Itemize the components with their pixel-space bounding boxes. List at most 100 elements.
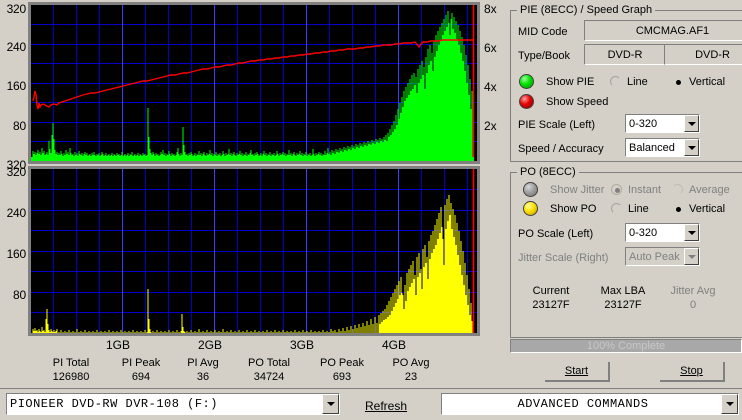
po-vertical-label[interactable]: Vertical (689, 203, 726, 215)
mid-code-field: CMCMAG.AF1 (584, 20, 742, 41)
stat-value-pi-avg: 36 (196, 371, 210, 383)
jitter-avg-value: 0 (689, 299, 697, 311)
drive-select-combo[interactable]: PIONEER DVD-RW DVR-108 (F:) (6, 393, 340, 415)
show-jitter-label: Show Jitter (550, 184, 605, 196)
show-po-label[interactable]: Show PO (550, 203, 597, 215)
stat-header-pi-total: PI Total (52, 357, 90, 369)
stat-value-pi-total: 126980 (52, 371, 90, 383)
po-axis-label-160: 160 (6, 247, 27, 261)
jitter-scale-combo: Auto Peak (625, 247, 700, 266)
po-scale-combo[interactable]: 0-320 (625, 223, 700, 242)
speed-accuracy-label: Speed / Accuracy (518, 143, 604, 155)
speed-accuracy-value: Balanced (629, 141, 675, 154)
jitter-instant-radio-dot (615, 188, 620, 193)
po-scale-value: 0-320 (629, 226, 658, 239)
stop-button[interactable]: Stop (660, 362, 725, 382)
show-speed-label[interactable]: Show Speed (546, 96, 609, 108)
stat-value-po-total: 34724 (253, 371, 285, 383)
show-jitter-led (523, 182, 538, 197)
drive-select-chevron-down-icon[interactable] (322, 394, 339, 414)
mid-code-label: MID Code (518, 26, 568, 38)
x-axis-label-4gb: 4GB (381, 338, 406, 352)
current-label: Current (532, 285, 570, 297)
show-speed-led[interactable] (519, 94, 534, 109)
bottom-divider (0, 388, 742, 389)
po-scale-label: PO Scale (Left) (518, 228, 594, 240)
pie-axis-label-320-bottom: 320 (6, 158, 27, 172)
po-groupbox: PO (8ECC) (510, 166, 742, 338)
speed-accuracy-chevron-down-icon[interactable] (684, 139, 699, 156)
stat-header-pi-peak: PI Peak (121, 357, 161, 369)
pie-axis-label-160: 160 (6, 79, 27, 93)
stat-value-po-avg: 23 (404, 371, 418, 383)
jitter-instant-radio (611, 184, 622, 195)
progress-bar: 100% Complete (510, 339, 742, 353)
pie-axis-label-240: 240 (6, 40, 27, 54)
po-line-radio[interactable] (611, 203, 622, 214)
pie-vertical-label[interactable]: Vertical (689, 76, 726, 88)
pie-speed-groupbox-legend: PIE (8ECC) / Speed Graph (517, 4, 656, 16)
pie-scale-value: 0-320 (629, 117, 658, 130)
jitter-average-radio (672, 184, 683, 195)
start-button[interactable]: Start (545, 362, 610, 382)
pie-graph-svg (31, 5, 477, 161)
refresh-button[interactable]: Refresh (365, 399, 407, 413)
x-axis-label-3gb: 3GB (289, 338, 314, 352)
po-graph-frame (28, 166, 480, 336)
jitter-scale-chevron-down-icon (684, 248, 699, 265)
pie-line-label[interactable]: Line (627, 76, 648, 88)
stat-value-pi-peak: 694 (131, 371, 151, 383)
pie-scale-chevron-down-icon[interactable] (684, 115, 699, 132)
progress-text: 100% Complete (586, 340, 666, 352)
po-axis-label-80: 80 (13, 288, 26, 302)
stop-button-label: Stop (680, 365, 703, 377)
show-pie-label[interactable]: Show PIE (546, 76, 595, 88)
stat-header-po-peak: PO Peak (319, 357, 365, 369)
pie-vertical-radio-dot (676, 80, 681, 85)
pie-vertical-radio[interactable] (672, 76, 683, 87)
po-axis-label-240: 240 (6, 206, 27, 220)
stat-value-po-peak: 693 (332, 371, 352, 383)
type-book-label: Type/Book (518, 50, 570, 62)
advanced-commands-combo[interactable]: ADVANCED COMMANDS (441, 393, 739, 415)
jitter-avg-label: Jitter Avg (670, 285, 716, 297)
book-value: DVD-R (695, 48, 730, 61)
pie-scale-combo[interactable]: 0-320 (625, 114, 700, 133)
refresh-button-label: Refresh (365, 399, 408, 413)
speed-axis-label-6x: 6x (484, 41, 497, 55)
po-graph-svg (31, 169, 477, 333)
current-value: 23127F (532, 299, 570, 311)
advanced-commands-chevron-down-icon[interactable] (721, 394, 738, 414)
max-lba-value: 23127F (604, 299, 642, 311)
stop-label-text: Stop (680, 365, 703, 377)
stat-header-pi-avg: PI Avg (187, 357, 219, 369)
po-line-label[interactable]: Line (628, 203, 649, 215)
po-vertical-radio[interactable] (672, 203, 683, 214)
pie-scale-label: PIE Scale (Left) (518, 119, 596, 131)
drive-select-value: PIONEER DVD-RW DVR-108 (F:) (10, 397, 218, 411)
pie-line-radio[interactable] (610, 76, 621, 87)
x-axis-label-1gb: 1GB (105, 338, 130, 352)
po-vertical-radio-dot (676, 207, 681, 212)
start-button-label: Start (565, 365, 588, 377)
po-axis-label-320: 320 (6, 165, 27, 179)
po-scale-chevron-down-icon[interactable] (684, 224, 699, 241)
max-lba-label: Max LBA (600, 285, 646, 297)
pie-axis-label-320-top: 320 (6, 2, 27, 16)
pie-graph-plot (31, 5, 477, 161)
mid-code-value: CMCMAG.AF1 (635, 24, 710, 37)
pie-axis-label-80: 80 (13, 119, 26, 133)
advanced-commands-value: ADVANCED COMMANDS (517, 397, 649, 411)
jitter-scale-value: Auto Peak (629, 250, 680, 263)
show-po-led[interactable] (523, 201, 538, 216)
speed-axis-label-8x: 8x (484, 2, 497, 16)
po-groupbox-legend: PO (8ECC) (517, 166, 579, 178)
x-axis-label-2gb: 2GB (197, 338, 222, 352)
start-label-text: Start (564, 365, 589, 377)
type-value: DVD-R (607, 48, 643, 61)
speed-axis-label-2x: 2x (484, 119, 497, 133)
speed-axis-label-4x: 4x (484, 80, 497, 94)
show-pie-led[interactable] (519, 74, 534, 89)
speed-accuracy-combo[interactable]: Balanced (625, 138, 700, 157)
stat-header-po-total: PO Total (248, 357, 290, 369)
